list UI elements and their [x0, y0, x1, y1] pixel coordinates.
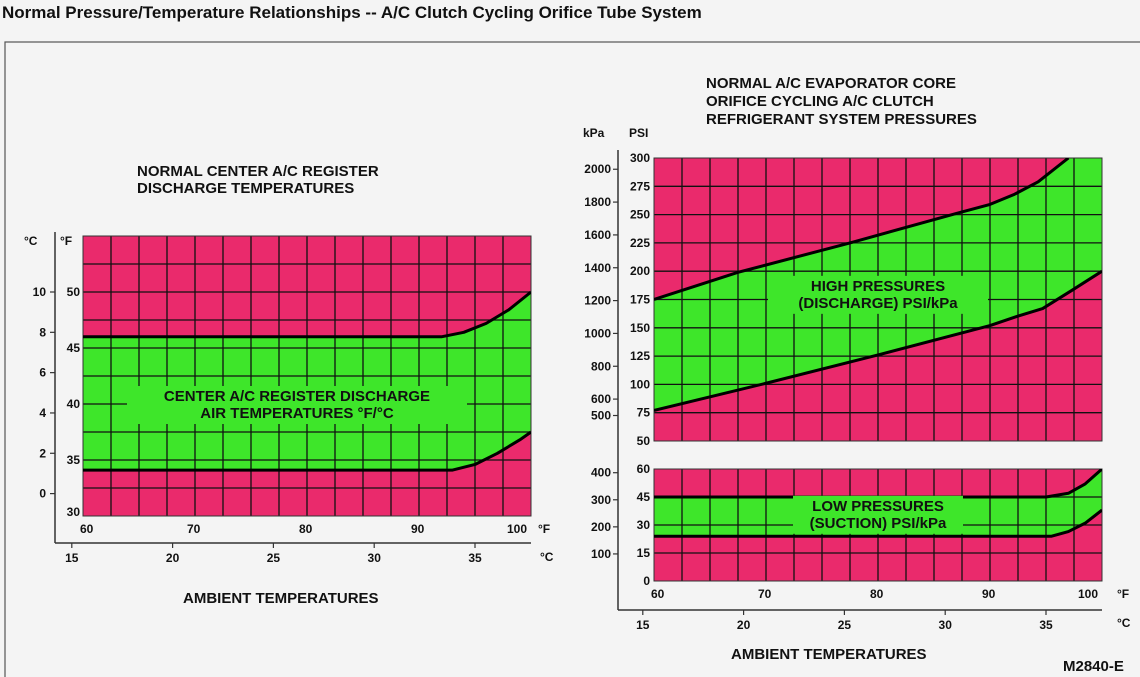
- y-tick-label-kpa: 2000: [584, 162, 611, 176]
- x-tick-label-f: 100: [507, 522, 527, 536]
- right-x-unit-f: °F: [1117, 587, 1129, 601]
- x-tick-label-c: 25: [267, 551, 281, 565]
- right-y-unit-psi: PSI: [629, 126, 648, 140]
- y-tick-label: 30: [67, 505, 81, 519]
- y-tick-label-c: 6: [39, 366, 46, 380]
- boundary-curve-upper: [83, 290, 531, 339]
- y-tick-label: 40: [67, 397, 81, 411]
- y-tick-label-kpa: 100: [591, 547, 611, 561]
- x-tick-label-f: 70: [758, 587, 772, 601]
- right-y-unit-kpa: kPa: [583, 126, 605, 140]
- band-label-bg: [793, 495, 963, 534]
- y-tick-label: 150: [630, 321, 650, 335]
- y-tick-label-c: 2: [39, 446, 46, 460]
- band-label-line: CENTER A/C REGISTER DISCHARGE: [164, 388, 430, 405]
- x-tick-label-c: 15: [65, 551, 79, 565]
- y-tick-label-c: 8: [39, 325, 46, 339]
- y-tick-label-kpa: 800: [591, 359, 611, 373]
- y-tick-label-kpa: 300: [591, 493, 611, 507]
- y-tick-label: 200: [630, 264, 650, 278]
- x-tick-label-f: 90: [411, 522, 425, 536]
- y-tick-label-kpa: 1600: [584, 228, 611, 242]
- y-tick-label: 0: [643, 574, 650, 588]
- y-tick-label: 300: [630, 151, 650, 165]
- band-label-bg: [127, 386, 467, 424]
- x-tick-label-c: 30: [368, 551, 382, 565]
- y-tick-label: 100: [630, 377, 650, 391]
- band-label-line: (DISCHARGE) PSI/kPa: [798, 295, 958, 312]
- y-tick-label: 175: [630, 293, 650, 307]
- x-tick-label-c: 35: [468, 551, 482, 565]
- left-x-unit-c: °C: [540, 550, 554, 564]
- x-tick-label-f: 100: [1078, 587, 1098, 601]
- y-tick-label: 275: [630, 179, 650, 193]
- chart-2: LOW PRESSURES(SUCTION) PSI/kPa 0 15 30 45 60 1…: [591, 462, 1103, 632]
- y-tick-label-kpa: 200: [591, 520, 611, 534]
- x-tick-label-f: 60: [80, 522, 94, 536]
- x-tick-label-c: 20: [166, 551, 180, 565]
- chart-1: HIGH PRESSURES(DISCHARGE) PSI/kPa 50 75 100…: [584, 151, 1103, 448]
- y-tick-label: 50: [637, 434, 651, 448]
- right-chart-title-line2: ORIFICE CYCLING A/C CLUTCH: [706, 93, 934, 110]
- y-tick-label: 45: [67, 341, 81, 355]
- y-tick-label-kpa: 1000: [584, 326, 611, 340]
- y-tick-label: 60: [637, 462, 651, 476]
- y-tick-label: 250: [630, 208, 650, 222]
- y-tick-label: 45: [637, 490, 651, 504]
- y-tick-label-kpa: 400: [591, 466, 611, 480]
- x-tick-label-f: 80: [299, 522, 313, 536]
- boundary-curve-upper: [654, 158, 1070, 301]
- y-tick-label: 50: [67, 285, 81, 299]
- left-x-unit-f: °F: [538, 522, 550, 536]
- left-x-axis-label: AMBIENT TEMPERATURES: [183, 590, 379, 607]
- x-tick-label-f: 70: [187, 522, 201, 536]
- y-tick-label-kpa: 600: [591, 392, 611, 406]
- right-x-unit-c: °C: [1117, 616, 1131, 630]
- y-tick-label-c: 4: [39, 406, 46, 420]
- right-chart-title-line3: REFRIGERANT SYSTEM PRESSURES: [706, 111, 977, 128]
- y-tick-label: 30: [637, 518, 651, 532]
- y-tick-label-kpa: 1200: [584, 294, 611, 308]
- y-tick-label: 225: [630, 236, 650, 250]
- x-tick-label-c: 30: [939, 618, 953, 632]
- y-tick-label-c: 0: [39, 487, 46, 501]
- y-tick-label: 125: [630, 349, 650, 363]
- x-tick-label-c: 25: [838, 618, 852, 632]
- right-x-axis-label: AMBIENT TEMPERATURES: [731, 646, 927, 663]
- y-tick-label-kpa: 1400: [584, 261, 611, 275]
- band-label-line: HIGH PRESSURES: [811, 278, 945, 295]
- y-tick-label: 75: [637, 406, 651, 420]
- band-label-line: AIR TEMPERATURES °F/°C: [200, 405, 394, 422]
- left-y-unit-f: °F: [60, 234, 72, 248]
- band-label-line: (SUCTION) PSI/kPa: [810, 515, 947, 532]
- boundary-curve-lower: [654, 269, 1102, 412]
- x-tick-label-c: 15: [636, 618, 650, 632]
- y-tick-label: 35: [67, 453, 81, 467]
- x-tick-label-c: 35: [1039, 618, 1053, 632]
- left-chart-title-line1: NORMAL CENTER A/C REGISTER: [137, 163, 379, 180]
- boundary-curve-lower: [83, 430, 531, 472]
- y-tick-label-kpa: 1800: [584, 195, 611, 209]
- figure-id: M2840-E: [1063, 658, 1124, 675]
- plot-border: [653, 468, 1103, 582]
- x-tick-label-f: 80: [870, 587, 884, 601]
- y-tick-label: 15: [637, 546, 651, 560]
- plot-border: [82, 235, 532, 517]
- x-tick-label-f: 90: [982, 587, 996, 601]
- page-title: Normal Pressure/Temperature Relationship…: [2, 3, 702, 22]
- right-chart-title-line1: NORMAL A/C EVAPORATOR CORE: [706, 75, 956, 92]
- band-label-bg: [768, 275, 988, 314]
- y-tick-label-kpa: 500: [591, 409, 611, 423]
- x-tick-label-f: 60: [651, 587, 665, 601]
- y-tick-label-c: 10: [33, 285, 47, 299]
- left-chart-title-line2: DISCHARGE TEMPERATURES: [137, 180, 354, 197]
- band-label-line: LOW PRESSURES: [812, 498, 944, 515]
- left-y-unit-c: °C: [24, 234, 38, 248]
- boundary-curve-lower: [654, 508, 1102, 538]
- x-tick-label-c: 20: [737, 618, 751, 632]
